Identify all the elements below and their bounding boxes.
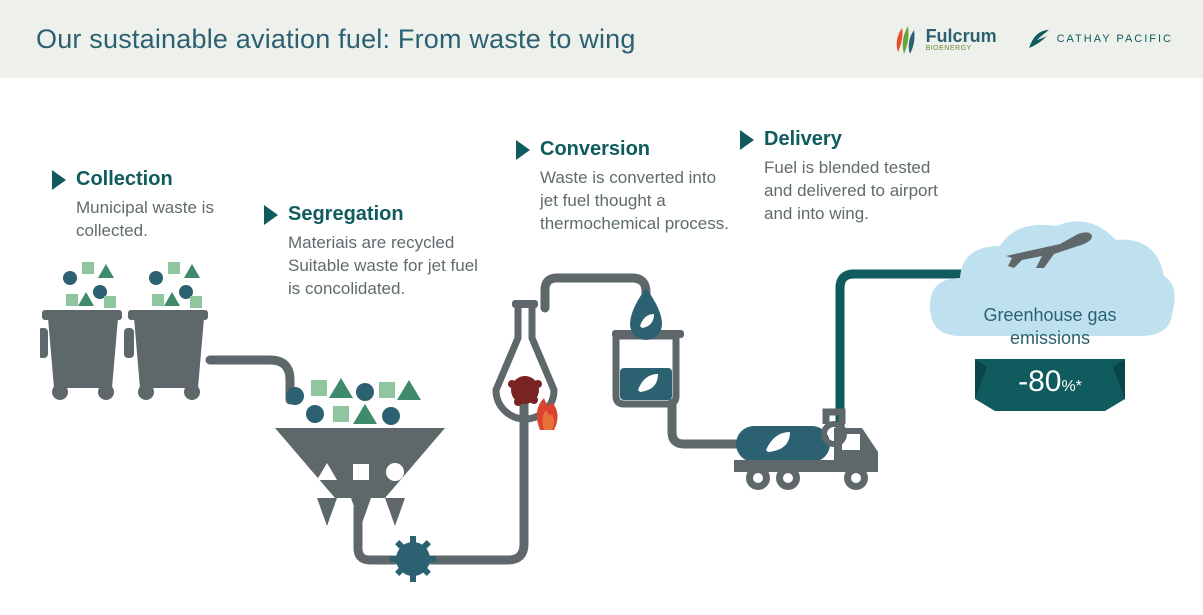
step-desc: Municipal waste is collected. [76,197,266,243]
step-conversion: Conversion Waste is converted into jet f… [516,138,730,236]
emissions-label-1: Greenhouse gas [920,304,1180,327]
waste-bins-icon [40,248,230,408]
cathay-logo: CATHAY PACIFIC [1025,26,1173,52]
emissions-value: -80%* [1018,365,1082,399]
page-title: Our sustainable aviation fuel: From wast… [36,24,636,55]
step-arrow-icon [52,170,66,190]
step-title: Collection [76,168,266,191]
header-bar: Our sustainable aviation fuel: From wast… [0,0,1203,78]
gear-ball-icon [390,536,436,582]
step-arrow-icon [740,130,754,150]
step-arrow-icon [516,140,530,160]
step-title: Conversion [540,138,730,161]
plane-icon [1000,222,1100,272]
beaker-leaf-icon [604,278,694,408]
emissions-label-2: emissions [920,327,1180,350]
diagram-canvas: Collection Municipal waste is collected.… [0,78,1203,615]
step-desc: Waste is converted into jet fuel thought… [540,167,730,236]
logo-group: Fulcrum BIOENERGY CATHAY PACIFIC [892,22,1173,56]
step-title: Delivery [764,128,954,151]
fuel-truck-icon [730,408,890,498]
emissions-badge: -80%* [975,359,1125,405]
cathay-brushwing-icon [1025,26,1051,52]
step-collection: Collection Municipal waste is collected. [52,168,266,243]
fulcrum-logo: Fulcrum BIOENERGY [892,22,997,56]
emissions-cloud: Greenhouse gas emissions -80%* [920,206,1180,307]
step-segregation: Segregation Materiais are recycled Suita… [264,203,478,301]
fulcrum-name: Fulcrum [926,26,997,47]
fulcrum-flames-icon [892,22,920,56]
step-title: Segregation [288,203,478,226]
step-arrow-icon [264,205,278,225]
step-desc: Materiais are recycled Suitable waste fo… [288,232,478,301]
cathay-name: CATHAY PACIFIC [1057,33,1173,45]
flask-fire-icon [490,298,580,438]
